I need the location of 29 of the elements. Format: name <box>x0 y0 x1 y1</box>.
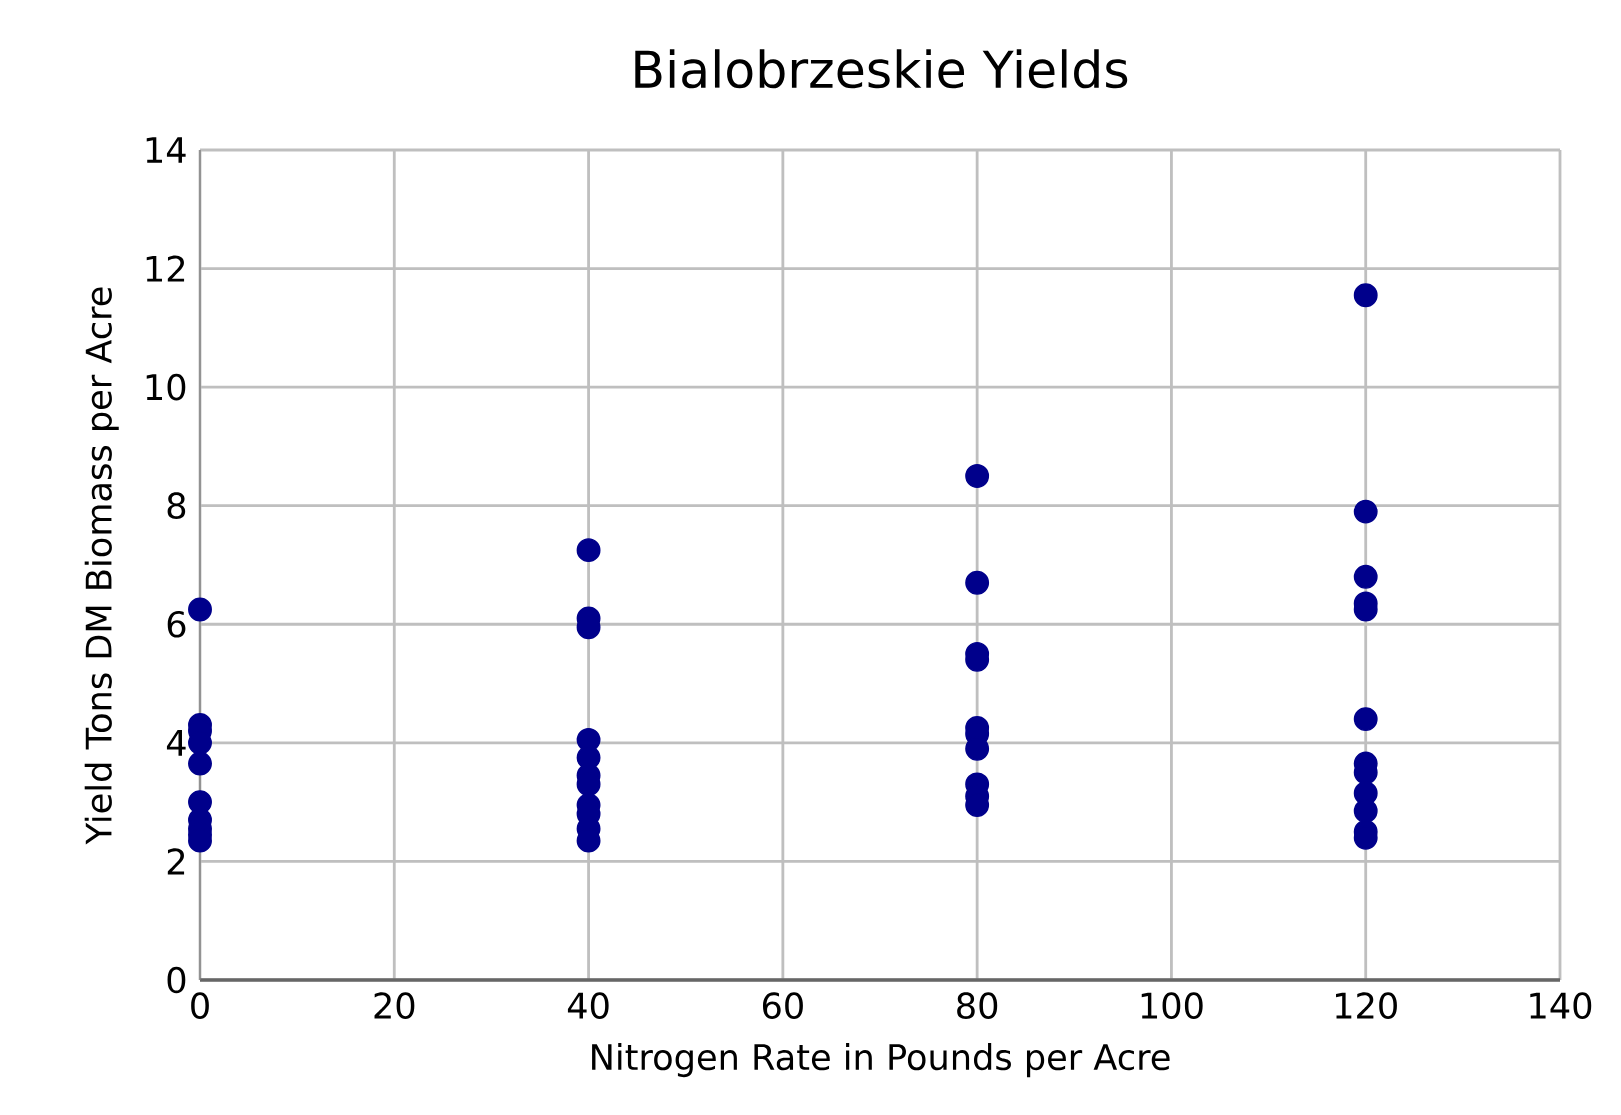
x-tick-label: 0 <box>191 992 209 1019</box>
point <box>188 597 212 622</box>
x-tick-label: 100 <box>1141 992 1203 1019</box>
y-tick-label: 8 <box>167 492 186 519</box>
x-tick-label: 20 <box>374 992 415 1019</box>
point <box>1353 564 1378 589</box>
y-tick-label: 12 <box>146 255 185 282</box>
point <box>188 751 212 776</box>
point <box>1353 707 1378 732</box>
point <box>1353 499 1378 524</box>
y-tick-label: 4 <box>166 730 186 756</box>
y-tick-label: 14 <box>146 137 186 163</box>
x-tick-label: 60 <box>762 992 803 1019</box>
x-tick-label: 120 <box>1336 992 1397 1019</box>
x-tick-label: 40 <box>567 992 609 1019</box>
point <box>576 538 601 563</box>
point <box>1353 283 1378 308</box>
x-tick-label: 140 <box>1530 992 1592 1019</box>
point <box>965 570 990 595</box>
chart-title: Bialobrzeskie Yields <box>635 49 1128 89</box>
y-axis-title: Yield Tons DM Biomass per Acre <box>84 287 119 845</box>
point <box>965 464 990 489</box>
x-tick-label: 80 <box>957 992 998 1019</box>
y-tick-label: 10 <box>146 373 186 401</box>
y-tick-label: 2 <box>167 848 185 875</box>
y-tick-label: 6 <box>167 610 186 638</box>
y-tick-label: 0 <box>167 966 186 994</box>
point <box>1353 799 1378 823</box>
x-axis-title: Nitrogen Rate in Pounds per Acre <box>592 1043 1170 1078</box>
